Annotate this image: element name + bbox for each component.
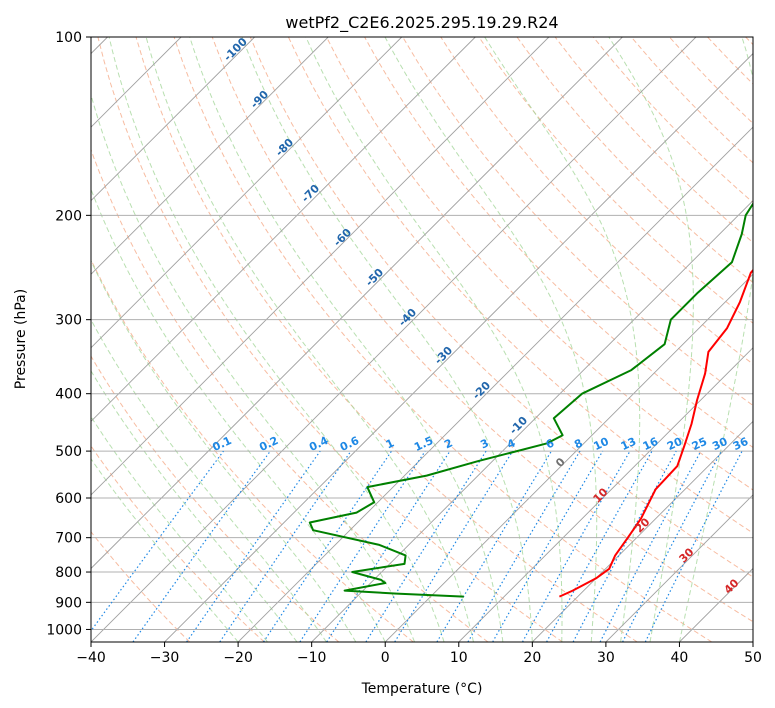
- mixing-ratio-line: [572, 450, 677, 642]
- dry-adiabat-line: [97, 37, 563, 642]
- isotherm-line: [532, 420, 753, 642]
- x-tick-label: −10: [297, 650, 327, 666]
- mixing-ratio-label: 25: [690, 435, 709, 453]
- y-tick-label: 200: [55, 208, 82, 224]
- mixing-ratio-line: [91, 450, 224, 632]
- isotherm-line: [91, 37, 623, 570]
- dry-adiabat-line: [211, 37, 753, 623]
- chart-title: wetPf2_C2E6.2025.295.19.29.R24: [285, 13, 558, 33]
- x-tick-label: −30: [150, 650, 180, 666]
- mixing-ratio-line: [219, 450, 352, 642]
- mixing-ratio-line: [546, 450, 653, 642]
- mixing-ratio-label: 36: [731, 435, 751, 453]
- temperature-profile-line: [558, 268, 753, 598]
- moist-adiabat-line: [384, 37, 598, 642]
- x-tick-label: 40: [671, 650, 689, 666]
- isotherm-line: [91, 37, 255, 202]
- mixing-ratio-line: [521, 450, 631, 642]
- moist-adiabat-line: [678, 37, 753, 642]
- mixing-ratio-label: 16: [641, 435, 661, 453]
- plot-area: [91, 37, 753, 642]
- y-tick-label: 600: [55, 491, 82, 507]
- mixing-ratio-line: [262, 450, 392, 642]
- isotherm-line: [91, 37, 550, 496]
- y-tick-label: 500: [55, 444, 82, 460]
- moist-adiabat-line: [189, 37, 504, 642]
- isotherm-line: [91, 37, 329, 275]
- dewpoint-profile-line: [308, 201, 753, 598]
- moist-adiabat-line: [145, 37, 474, 642]
- dry-adiabat-line: [402, 37, 753, 407]
- y-tick-label: 100: [55, 30, 82, 46]
- dry-adiabat-line: [91, 445, 265, 642]
- mixing-ratio-line: [394, 450, 514, 642]
- dry-adiabat-line: [91, 355, 340, 642]
- mixing-ratio-label: 30: [710, 435, 730, 453]
- mixing-ratio-line: [326, 450, 451, 642]
- moist-adiabat-line: [91, 318, 327, 642]
- moist-adiabat-line: [305, 37, 563, 642]
- x-tick-label: 10: [450, 650, 468, 666]
- y-tick-label: 700: [55, 531, 82, 547]
- axes: −40 −30 −20 −10 0 10 20 30 40 50 100 200 300 400 500 60…: [46, 30, 762, 666]
- y-tick-label: 900: [55, 595, 82, 611]
- moist-adiabat-line: [91, 259, 357, 642]
- x-tick-label: 0: [381, 650, 390, 666]
- y-tick-label: 1000: [46, 622, 82, 638]
- mixing-ratio-line: [299, 450, 426, 642]
- x-tick-label: 30: [597, 650, 615, 666]
- isotherm-line: [458, 347, 753, 642]
- isotherm-line: [164, 52, 753, 642]
- mixing-ratio-line: [644, 450, 743, 642]
- x-tick-label: −20: [223, 650, 253, 666]
- isotherm-line: [311, 200, 753, 642]
- mixing-ratio-line: [186, 450, 321, 642]
- moist-adiabat-line: [91, 188, 386, 642]
- x-axis-label: Temperature (°C): [361, 681, 483, 697]
- dry-adiabat-line: [91, 531, 191, 642]
- dry-adiabat-line: [135, 37, 638, 642]
- y-tick-label: 400: [55, 387, 82, 403]
- isotherm-line: [384, 273, 753, 642]
- x-tick-label: 20: [523, 650, 541, 666]
- mixing-ratio-label: 13: [619, 435, 638, 453]
- moist-adiabat-line: [91, 415, 268, 642]
- y-tick-label: 800: [55, 565, 82, 581]
- x-tick-label: −40: [76, 650, 106, 666]
- dry-adiabat-line: [326, 37, 753, 491]
- dry-adiabat-line: [478, 37, 753, 324]
- mixing-ratio-label: 10: [592, 435, 612, 453]
- moist-adiabat-line: [108, 37, 445, 642]
- moist-adiabat-line: [608, 37, 694, 642]
- y-tick-label: 300: [55, 313, 82, 329]
- mixing-ratio-line: [132, 450, 271, 642]
- dry-adiabat-line: [249, 37, 753, 578]
- moist-adiabat-line: [484, 37, 641, 642]
- isotherm-line: [91, 37, 697, 642]
- x-tick-label: 50: [744, 650, 762, 666]
- moist-adiabat-line: [241, 37, 533, 642]
- dry-adiabat-line: [516, 37, 753, 284]
- dry-adiabat-line: [91, 148, 489, 642]
- mixing-ratio-label: 20: [665, 435, 685, 453]
- y-axis-label: Pressure (hPa): [13, 289, 29, 389]
- isotherm-line: [91, 37, 476, 422]
- isotherm-line: [91, 37, 403, 349]
- isotherm-line: [237, 126, 753, 642]
- axes-frame: [90, 36, 754, 643]
- moist-adiabat-line: [91, 457, 239, 642]
- isotherm-line: [605, 494, 753, 642]
